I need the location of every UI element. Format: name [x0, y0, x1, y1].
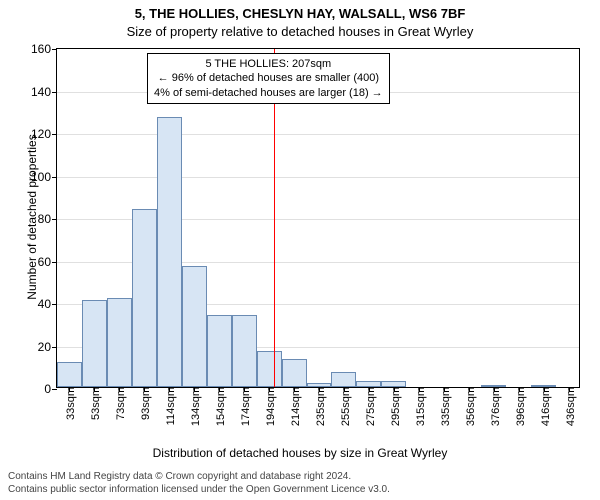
y-axis-label: Number of detached properties	[25, 117, 39, 317]
chart-title-sub: Size of property relative to detached ho…	[0, 24, 600, 39]
x-tick-label: 255sqm	[340, 387, 352, 426]
histogram-bar	[257, 351, 282, 387]
histogram-bar	[57, 362, 82, 388]
histogram-bar	[232, 315, 257, 387]
x-tick-label: 194sqm	[265, 387, 277, 426]
annotation-line-2: ← 96% of detached houses are smaller (40…	[154, 71, 383, 85]
histogram-bar	[282, 359, 307, 387]
x-tick-label: 335sqm	[440, 387, 452, 426]
annotation-box: 5 THE HOLLIES: 207sqm← 96% of detached h…	[147, 53, 390, 104]
x-axis-label: Distribution of detached houses by size …	[0, 446, 600, 460]
plot-area: 02040608010012014016033sqm53sqm73sqm93sq…	[56, 48, 580, 388]
x-tick-label: 376sqm	[490, 387, 502, 426]
x-tick-label: 154sqm	[215, 387, 227, 426]
y-tick-mark	[52, 262, 57, 263]
histogram-bar	[107, 298, 132, 387]
x-tick-label: 436sqm	[565, 387, 577, 426]
x-tick-label: 214sqm	[290, 387, 302, 426]
credit-line-1: Contains HM Land Registry data © Crown c…	[8, 470, 390, 483]
y-tick-mark	[52, 92, 57, 93]
histogram-bar	[132, 209, 157, 388]
histogram-bar	[207, 315, 232, 387]
chart-title-main: 5, THE HOLLIES, CHESLYN HAY, WALSALL, WS…	[0, 6, 600, 21]
x-tick-label: 174sqm	[240, 387, 252, 426]
histogram-bar	[157, 117, 182, 387]
histogram-bar	[331, 372, 356, 387]
x-tick-label: 235sqm	[315, 387, 327, 426]
x-tick-label: 275sqm	[365, 387, 377, 426]
x-tick-label: 416sqm	[540, 387, 552, 426]
x-tick-label: 114sqm	[165, 387, 177, 425]
figure: 5, THE HOLLIES, CHESLYN HAY, WALSALL, WS…	[0, 0, 600, 500]
x-tick-label: 295sqm	[390, 387, 402, 426]
x-tick-label: 134sqm	[190, 387, 202, 426]
y-tick-mark	[52, 389, 57, 390]
y-tick-mark	[52, 49, 57, 50]
x-tick-label: 33sqm	[65, 387, 77, 420]
x-tick-label: 73sqm	[115, 387, 127, 420]
histogram-bar	[182, 266, 207, 387]
y-tick-mark	[52, 177, 57, 178]
gridline	[57, 177, 579, 178]
y-tick-mark	[52, 304, 57, 305]
gridline	[57, 134, 579, 135]
credit-line-2: Contains public sector information licen…	[8, 483, 390, 496]
y-tick-mark	[52, 347, 57, 348]
annotation-line-3: 4% of semi-detached houses are larger (1…	[154, 86, 383, 100]
x-tick-label: 53sqm	[90, 387, 102, 420]
histogram-bar	[82, 300, 107, 387]
y-tick-mark	[52, 219, 57, 220]
x-tick-label: 315sqm	[415, 387, 427, 426]
x-tick-label: 356sqm	[465, 387, 477, 426]
y-tick-mark	[52, 134, 57, 135]
annotation-line-1: 5 THE HOLLIES: 207sqm	[154, 57, 383, 71]
credit-text: Contains HM Land Registry data © Crown c…	[8, 470, 390, 496]
x-tick-label: 396sqm	[515, 387, 527, 426]
x-tick-label: 93sqm	[140, 387, 152, 420]
